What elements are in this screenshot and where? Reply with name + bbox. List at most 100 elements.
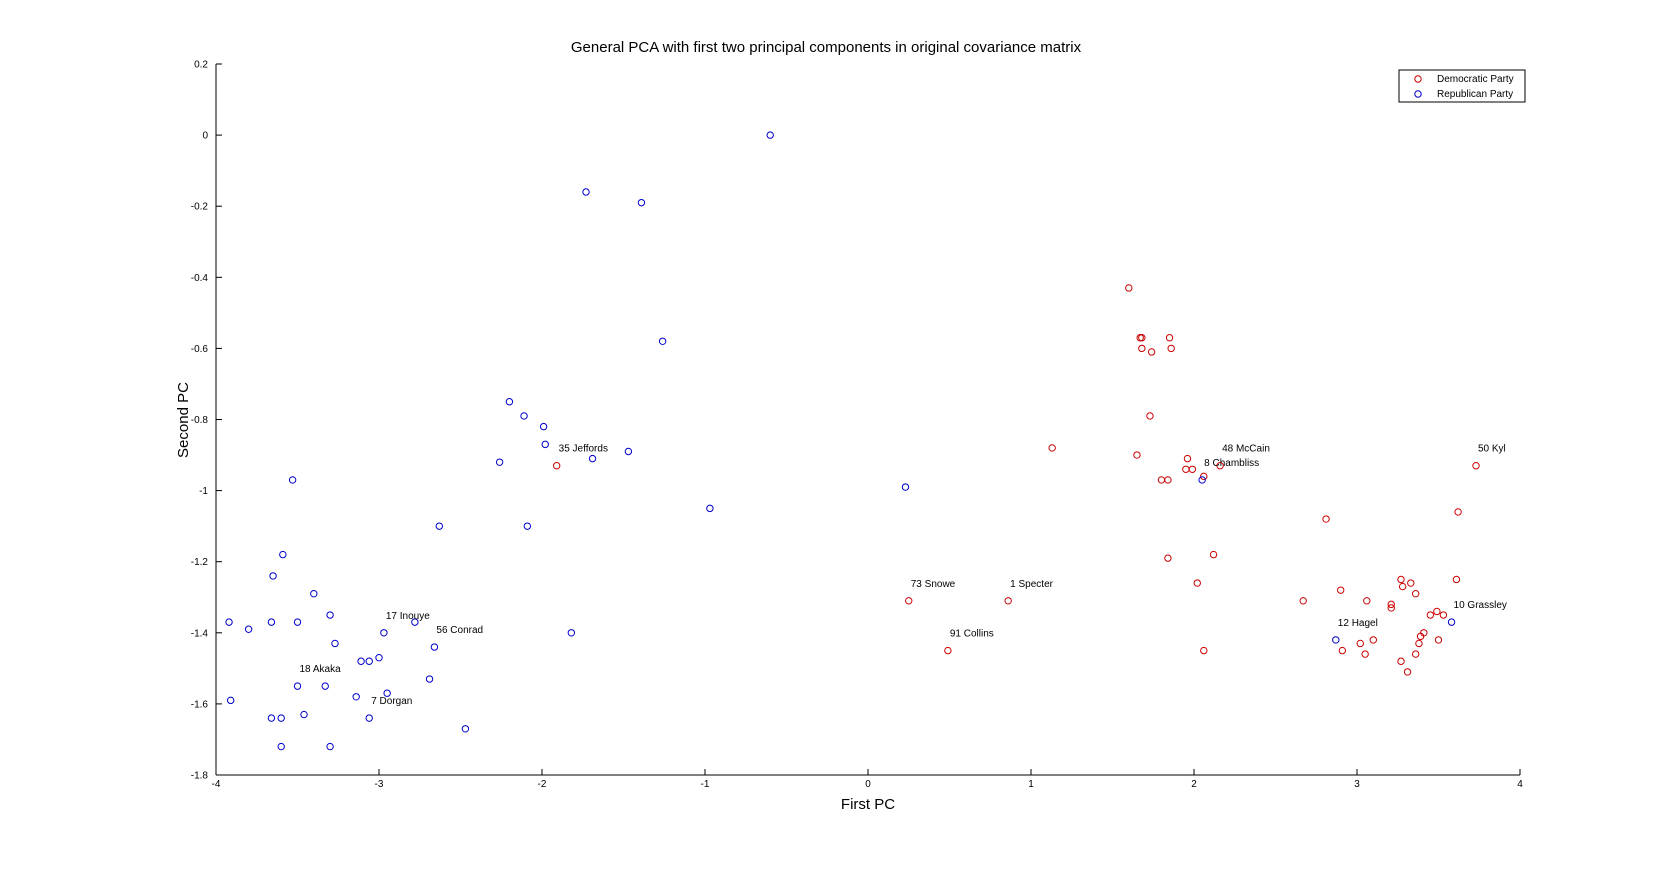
democratic-point <box>1216 462 1224 470</box>
republican-point <box>321 682 329 690</box>
republican-point <box>539 422 548 431</box>
democratic-point <box>1004 597 1012 605</box>
republican-point <box>331 639 339 648</box>
democratic-point <box>1387 604 1395 612</box>
republican-point <box>411 618 419 626</box>
axes <box>215 64 1520 776</box>
republican-point <box>326 742 334 751</box>
democratic-point <box>1193 579 1201 587</box>
x-axis-label: First PC <box>841 796 895 813</box>
republican-point <box>293 682 302 690</box>
republican-point <box>226 696 235 705</box>
democratic-point <box>1164 476 1172 484</box>
republican-point <box>277 742 285 751</box>
y-tick-label: -1.6 <box>191 699 209 710</box>
republican-point <box>624 447 633 456</box>
democratic-point <box>1138 334 1146 342</box>
democratic-point <box>1165 334 1174 342</box>
point-label: 18 Akaka <box>300 664 342 675</box>
republican-point <box>637 198 646 207</box>
democratic-point <box>1434 636 1443 644</box>
point-label: 7 Dorgan <box>371 696 412 707</box>
republican-point <box>766 131 774 139</box>
point-label: 12 Hagel <box>1338 618 1378 629</box>
y-tick-label: 0.2 <box>194 60 208 71</box>
republican-point <box>425 675 434 683</box>
point-label: 73 Snowe <box>911 579 956 590</box>
x-tick-label: 2 <box>1191 779 1197 790</box>
democratic-point <box>1048 444 1056 452</box>
republican-point <box>277 714 285 722</box>
data-points <box>225 131 1480 751</box>
republican-point <box>352 693 360 701</box>
republican-point <box>380 629 388 637</box>
y-ticks: 0.2 0 -0.2 -0.4 -0.6 -0.8 -1 -1.2 -1.4 -1.6 -1.8 <box>191 60 222 782</box>
x-tick-label: -4 <box>212 779 221 790</box>
y-tick-label: 0 <box>202 131 208 142</box>
democratic-point <box>1363 597 1371 605</box>
democratic-point <box>1147 348 1156 356</box>
republican-point <box>520 412 528 420</box>
legend: Democratic Party Republican Party <box>1398 69 1526 103</box>
democratic-point <box>1387 600 1395 609</box>
democratic-point <box>1356 639 1364 648</box>
republican-point <box>658 337 667 345</box>
democratic-point <box>1369 636 1378 644</box>
democratic-point <box>1138 344 1146 353</box>
democratic-point <box>1299 597 1307 605</box>
x-tick-label: -1 <box>701 779 710 790</box>
democratic-point <box>1167 344 1175 353</box>
republican-point <box>267 714 276 722</box>
republican-point <box>357 657 365 665</box>
point-label: 17 Inouye <box>386 611 430 622</box>
x-tick-label: 3 <box>1354 779 1360 790</box>
republican-point <box>383 689 391 697</box>
democratic-point <box>1398 582 1407 591</box>
republican-point <box>310 589 318 598</box>
point-label: 10 Grassley <box>1454 600 1507 611</box>
democratic-point <box>1403 668 1412 676</box>
republican-point <box>267 618 276 626</box>
democratic-point <box>1472 462 1480 470</box>
y-tick-label: -0.4 <box>191 273 209 284</box>
y-tick-label: -1.8 <box>191 771 209 782</box>
republican-point <box>244 625 253 633</box>
democratic-point <box>1182 465 1190 473</box>
democratic-point <box>1322 515 1330 523</box>
democratic-point <box>1397 657 1405 665</box>
republican-point <box>582 188 590 196</box>
y-tick-label: -0.8 <box>191 415 209 426</box>
democratic-point <box>1397 575 1405 584</box>
democratic-point <box>1439 611 1448 619</box>
y-tick-label: -1 <box>199 486 208 497</box>
democratic-point <box>1420 629 1428 637</box>
chart-title: General PCA with first two principal com… <box>571 39 1082 56</box>
republican-point <box>225 618 233 626</box>
point-label: 91 Collins <box>950 629 994 640</box>
point-label: 8 Chambliss <box>1204 458 1259 469</box>
point-label: 56 Conrad <box>436 625 483 636</box>
republican-point <box>430 643 439 651</box>
republican-point <box>495 458 504 466</box>
x-tick-label: -2 <box>538 779 547 790</box>
democratic-point <box>1407 579 1415 587</box>
democratic-point <box>1146 412 1154 420</box>
democratic-point <box>1188 465 1197 473</box>
democratic-point <box>1433 607 1441 616</box>
republican-point <box>293 618 302 626</box>
republican-point <box>523 522 532 530</box>
point-label: 35 Jeffords <box>559 444 608 455</box>
republican-point <box>567 629 576 637</box>
legend-label-republican: Republican Party <box>1437 89 1513 100</box>
republican-point <box>541 440 549 449</box>
republican-point <box>375 653 383 662</box>
x-tick-label: -3 <box>375 779 384 790</box>
republican-point <box>269 572 277 580</box>
democratic-point <box>1411 650 1420 658</box>
democratic-point <box>1415 639 1423 648</box>
democratic-point <box>1183 454 1192 463</box>
point-label: 50 Kyl <box>1478 444 1506 455</box>
republican-point <box>365 714 373 722</box>
legend-marker-democratic <box>1414 75 1422 83</box>
